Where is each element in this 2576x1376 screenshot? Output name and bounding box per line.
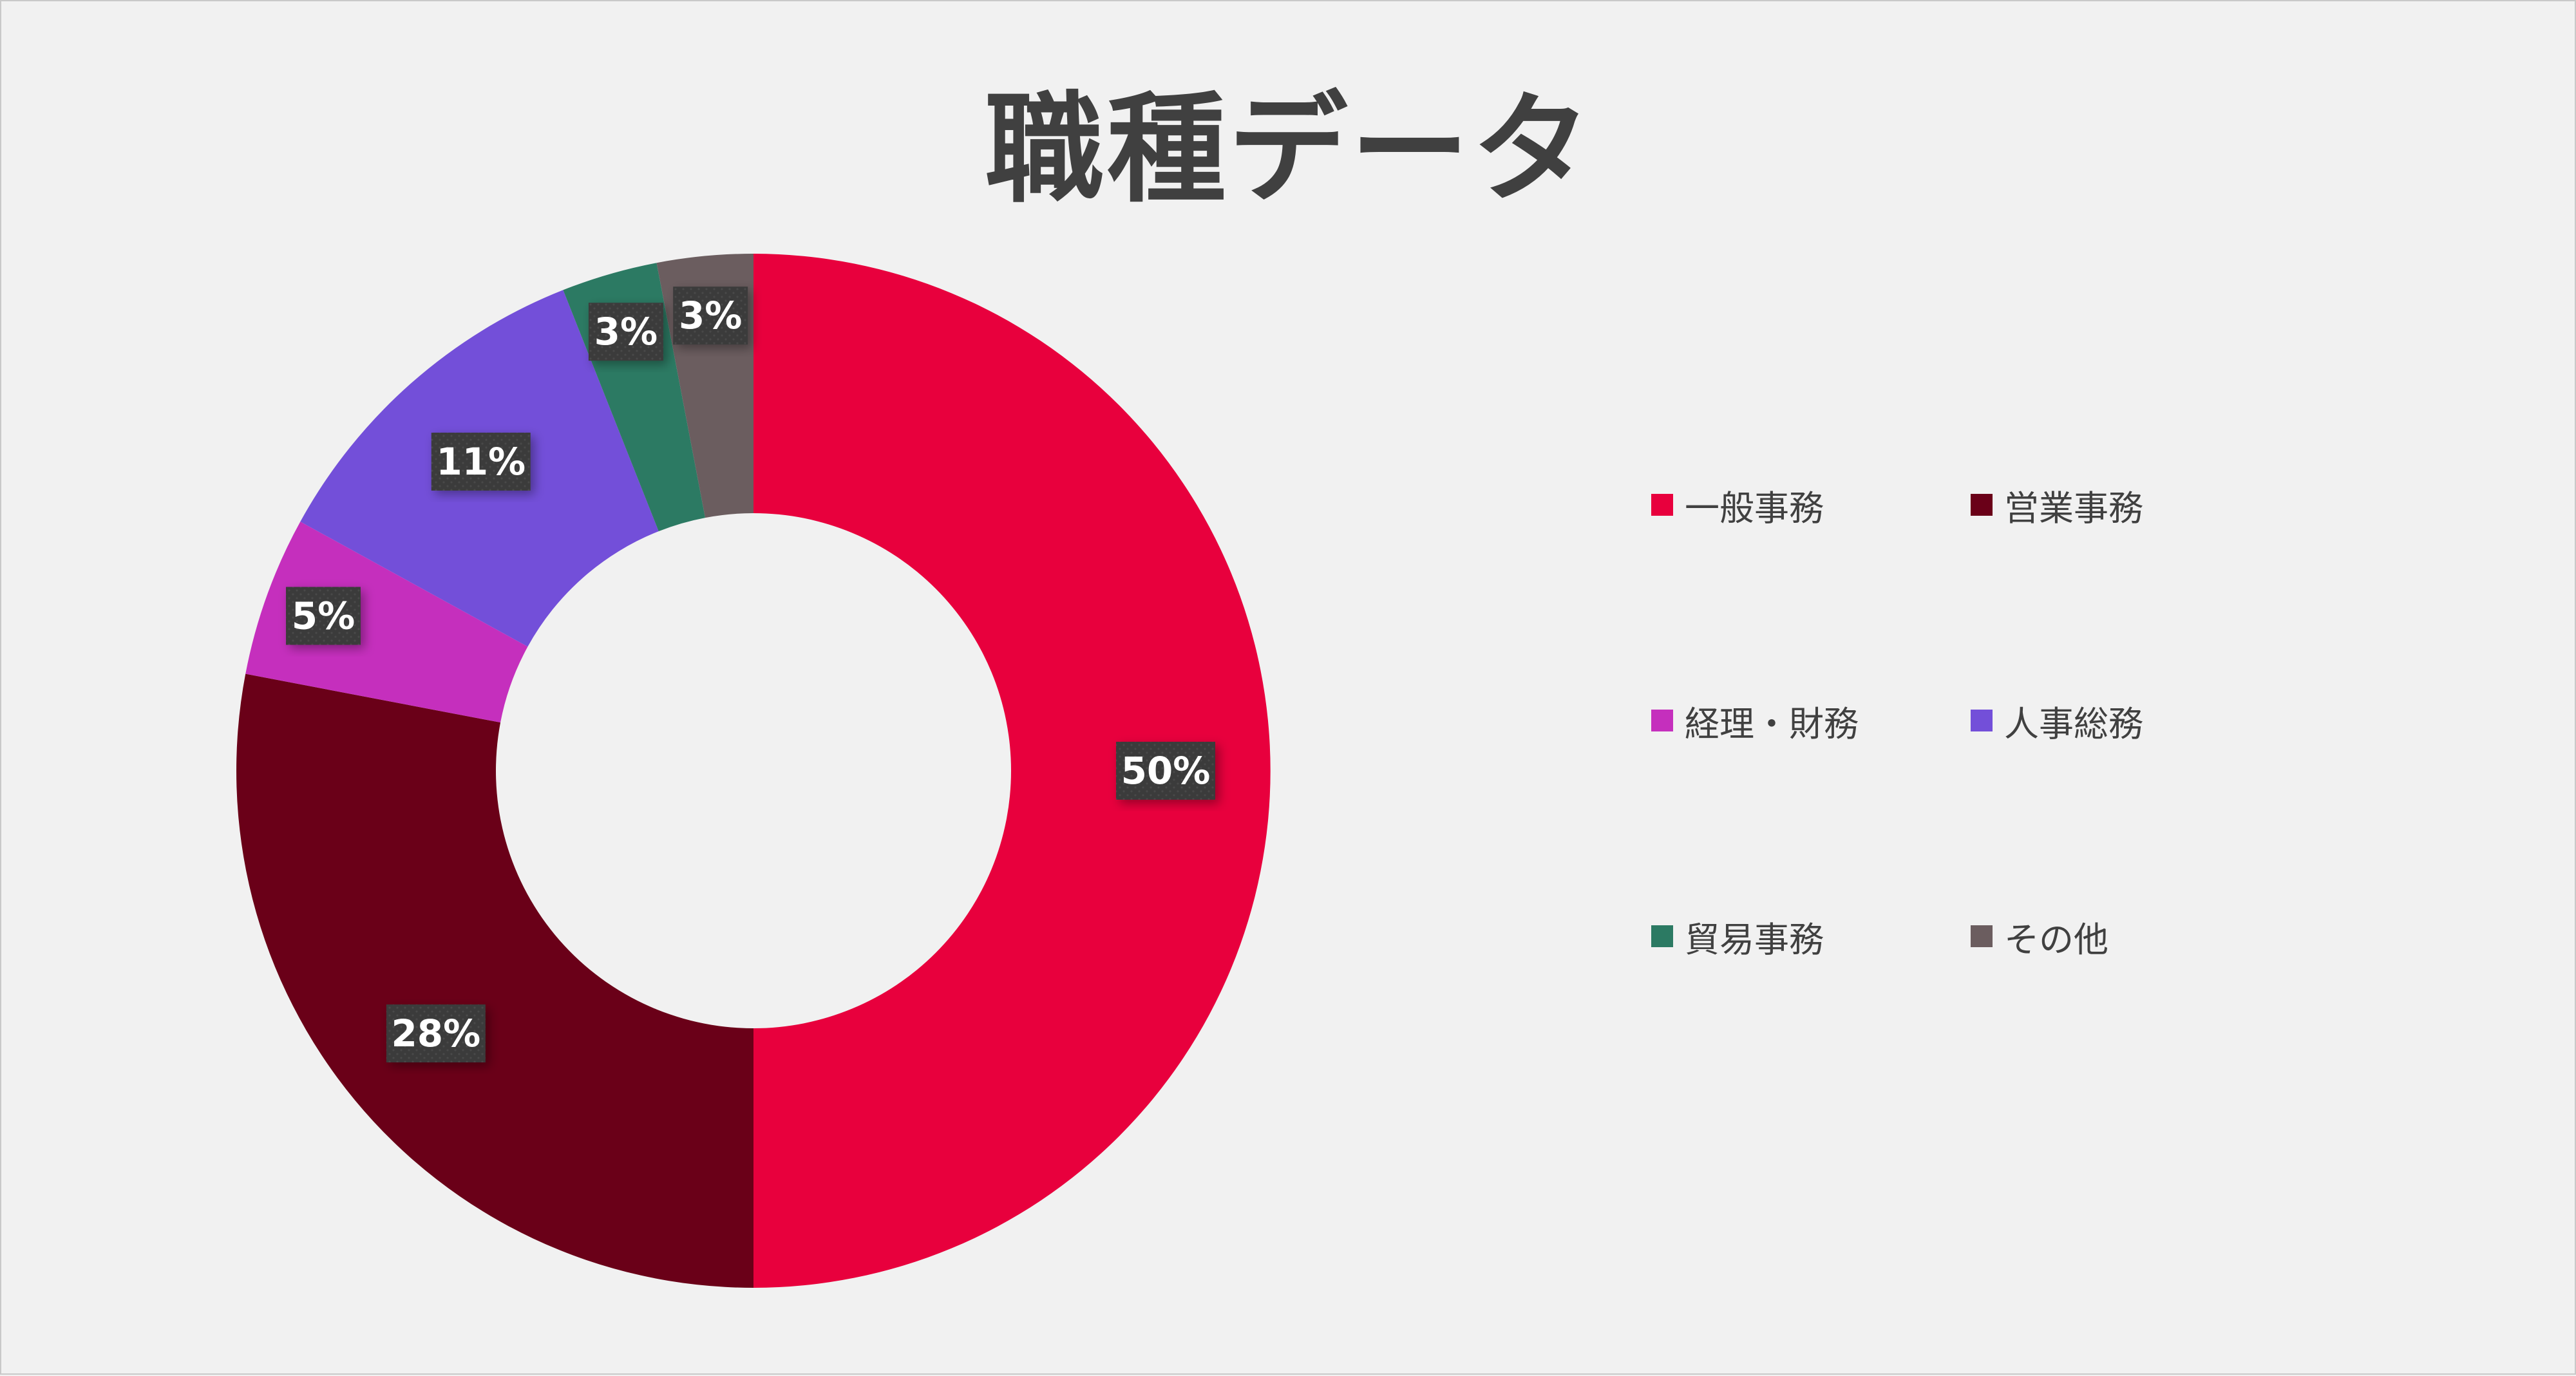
legend-label: 一般事務 <box>1685 487 1824 529</box>
legend-swatch <box>1651 925 1673 947</box>
data-label-box <box>1116 742 1215 800</box>
legend-label: 人事総務 <box>2004 703 2143 744</box>
data-label-box <box>588 303 663 361</box>
data-label-ippan-jimu: 50% <box>1116 742 1215 800</box>
legend-label: 経理・財務 <box>1685 703 1859 744</box>
legend-swatch <box>1971 494 1993 516</box>
legend-swatch <box>1971 925 1993 947</box>
legend-label: その他 <box>2004 919 2108 960</box>
legend-item-jinji-somu: 人事総務 <box>1971 698 2143 744</box>
chart-title: 職種データ <box>985 80 1594 219</box>
legend-label: 貿易事務 <box>1685 919 1824 960</box>
data-label-text: 50% <box>1121 749 1211 793</box>
legend-swatch <box>1651 494 1673 516</box>
data-label-text: 28% <box>391 1012 480 1055</box>
data-label-sonota: 3% <box>673 287 748 345</box>
data-label-boeki-jimu: 3% <box>588 303 663 361</box>
data-label-keiri-zaimu: 5% <box>285 587 361 645</box>
slice-keiri-zaimu <box>245 522 528 723</box>
legend-item-sonota: その他 <box>1971 914 2108 960</box>
data-label-text: 5% <box>292 594 355 637</box>
legend-swatch <box>1971 710 1993 731</box>
data-label-jinji-somu: 11% <box>431 432 531 491</box>
legend-item-ippan-jimu: 一般事務 <box>1651 482 1824 529</box>
legend-item-eigyo-jimu: 営業事務 <box>1971 482 2143 529</box>
data-label-text: 11% <box>436 440 526 484</box>
legend-item-boeki-jimu: 貿易事務 <box>1651 914 1824 960</box>
legend-item-keiri-zaimu: 経理・財務 <box>1651 698 1859 744</box>
data-label-box <box>386 1004 486 1062</box>
data-label-box <box>673 287 748 345</box>
data-label-box <box>285 587 361 645</box>
data-label-eigyo-jimu: 28% <box>386 1004 486 1062</box>
legend-swatch <box>1651 710 1673 731</box>
data-label-text: 3% <box>679 294 742 337</box>
slice-eigyo-jimu <box>236 674 754 1288</box>
data-label-text: 3% <box>594 310 658 353</box>
legend-label: 営業事務 <box>2004 487 2143 529</box>
data-label-box <box>431 432 531 491</box>
slice-ippan-jimu <box>753 254 1271 1288</box>
